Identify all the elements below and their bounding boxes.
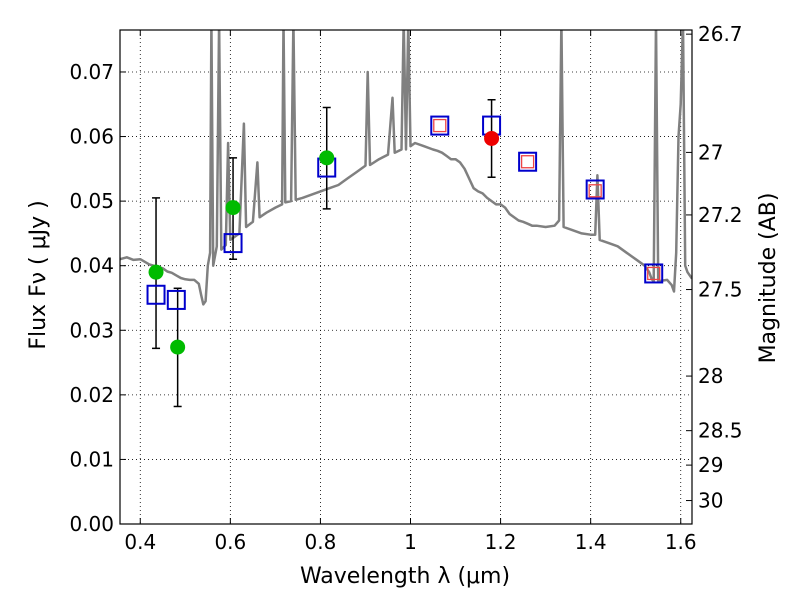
- x-tick-label: 1: [404, 530, 417, 554]
- y2-tick-label: 27: [698, 140, 723, 164]
- blue-open-square: [585, 179, 605, 200]
- blue-open-square: [146, 284, 166, 305]
- y2-tick-label: 30: [698, 489, 723, 513]
- x-tick-label: 1.2: [485, 530, 517, 554]
- blue-open-square: [518, 151, 538, 172]
- y-axis-right: 26.7 27 27.2 27.5 28 28.5 29 30: [686, 22, 743, 513]
- x-tick-label: 1.6: [665, 530, 697, 554]
- y-tick-label: 0.00: [69, 512, 114, 536]
- y2-tick-label: 27.2: [698, 203, 743, 227]
- y2-axis-label: Magnitude (AB): [756, 193, 781, 364]
- blue-open-square: [166, 289, 186, 310]
- x-tick-label: 0.4: [124, 530, 156, 554]
- red-open-square: [647, 266, 661, 281]
- y-tick-label: 0.04: [69, 254, 114, 278]
- red-open-square: [433, 118, 447, 133]
- y-axis-label: Flux Fν ( μJy ): [26, 200, 51, 349]
- y2-tick-label: 28: [698, 364, 723, 388]
- red-open-square: [588, 184, 602, 198]
- y-tick-label: 0.07: [69, 60, 114, 84]
- green-data-point: [170, 339, 186, 355]
- blue-open-square: [644, 263, 664, 284]
- axes-frame: [119, 29, 693, 525]
- y2-tick-label: 28.5: [698, 419, 743, 443]
- y-tick-label: 0.03: [69, 318, 114, 342]
- y-tick-label: 0.02: [69, 383, 114, 407]
- x-tick-label: 0.6: [214, 530, 246, 554]
- model-sed-line: [120, 30, 692, 306]
- y-tick-label: 0.06: [69, 125, 114, 149]
- red-data-point: [484, 130, 500, 146]
- y2-tick-label: 26.7: [698, 22, 743, 46]
- y2-tick-label: 29: [698, 453, 723, 477]
- x-axis-label: Wavelength λ (μm): [300, 564, 510, 589]
- blue-open-square: [430, 115, 450, 136]
- x-tick-label: 1.4: [575, 530, 607, 554]
- x-axis: 0.4 0.6 0.8 1 1.2 1.4 1.6: [124, 30, 697, 554]
- y2-tick-label: 27.5: [698, 278, 743, 302]
- y-tick-label: 0.05: [69, 189, 114, 213]
- green-data-point: [225, 200, 241, 216]
- green-data-point: [319, 150, 335, 166]
- x-tick-label: 0.8: [305, 530, 337, 554]
- red-open-square: [520, 155, 535, 169]
- plot-area: [120, 30, 692, 408]
- green-data-point: [148, 264, 164, 280]
- y-axis-left: 0.00 0.01 0.02 0.03 0.04 0.05 0.06 0.07: [69, 60, 126, 536]
- y-tick-label: 0.01: [69, 447, 114, 471]
- blue-open-square: [223, 233, 243, 254]
